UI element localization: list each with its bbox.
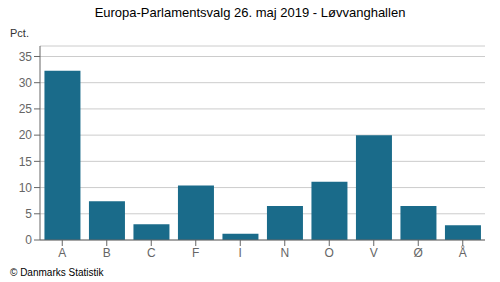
svg-text:25: 25	[19, 102, 33, 116]
svg-text:5: 5	[25, 207, 32, 221]
html-text:Pct.: Pct.	[10, 27, 29, 39]
svg-text:30: 30	[19, 76, 33, 90]
svg-text:O: O	[325, 246, 334, 260]
svg-text:A: A	[58, 246, 66, 260]
svg-text:F: F	[192, 246, 199, 260]
svg-text:35: 35	[19, 50, 33, 64]
svg-text:N: N	[280, 246, 289, 260]
svg-text:20: 20	[19, 128, 33, 142]
svg-text:V: V	[370, 246, 378, 260]
svg-text:10: 10	[19, 181, 33, 195]
svg-text:I: I	[239, 246, 242, 260]
svg-text:0: 0	[25, 233, 32, 247]
svg-text:B: B	[103, 246, 111, 260]
html-text:© Danmarks Statistik: © Danmarks Statistik	[10, 267, 104, 278]
svg-text:15: 15	[19, 155, 33, 169]
svg-text:Ø: Ø	[414, 246, 423, 260]
svg-text:C: C	[147, 246, 156, 260]
html-text:Europa-Parlamentsvalg 26. maj: Europa-Parlamentsvalg 26. maj 2019 - Løv…	[94, 5, 406, 20]
svg-text:Å: Å	[459, 245, 467, 260]
